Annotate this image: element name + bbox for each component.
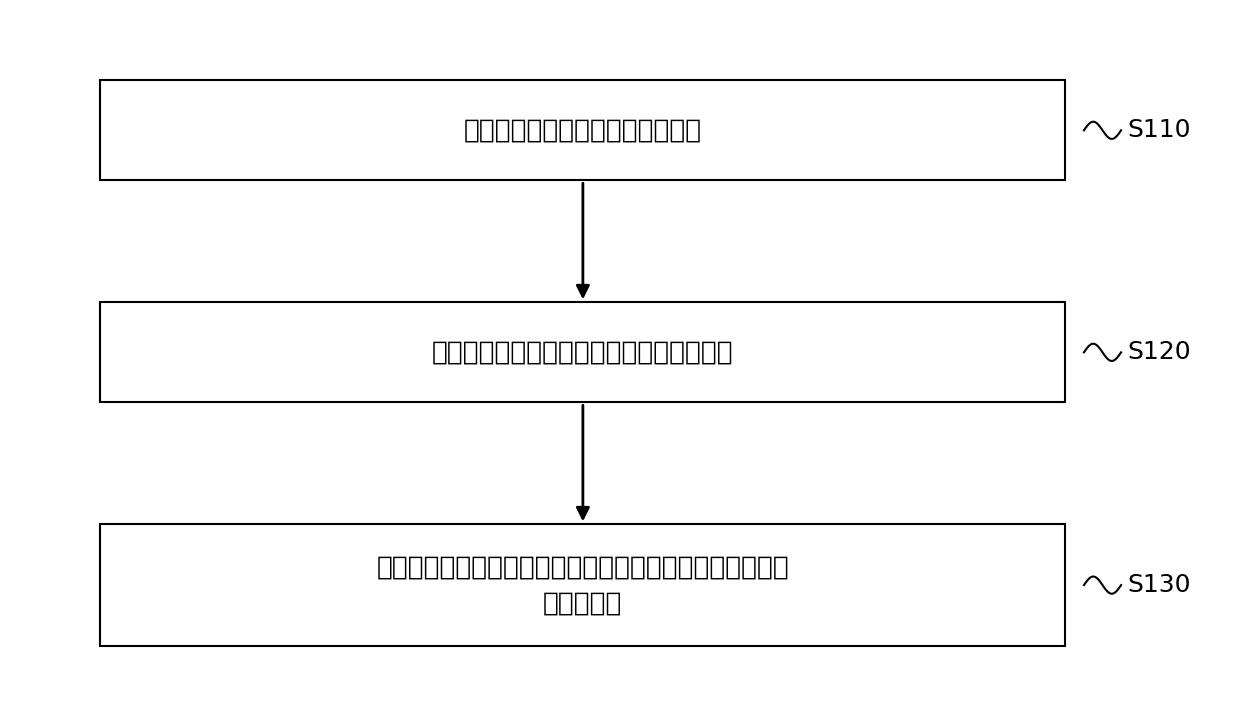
FancyBboxPatch shape	[100, 302, 1065, 403]
Text: S130: S130	[1127, 573, 1190, 597]
Text: S110: S110	[1127, 119, 1190, 142]
Text: 获取车门驱动电机的运行状态参数: 获取车门驱动电机的运行状态参数	[464, 117, 702, 143]
Text: 根据运行状态参数和地铁车门的当前位置确定地铁车门是否
遇到障碍物: 根据运行状态参数和地铁车门的当前位置确定地铁车门是否 遇到障碍物	[377, 554, 789, 616]
FancyBboxPatch shape	[100, 524, 1065, 646]
Text: S120: S120	[1127, 340, 1190, 365]
Text: 根据运行状态参数确定地铁车门的当前位置: 根据运行状态参数确定地铁车门的当前位置	[432, 339, 734, 365]
FancyBboxPatch shape	[100, 81, 1065, 180]
